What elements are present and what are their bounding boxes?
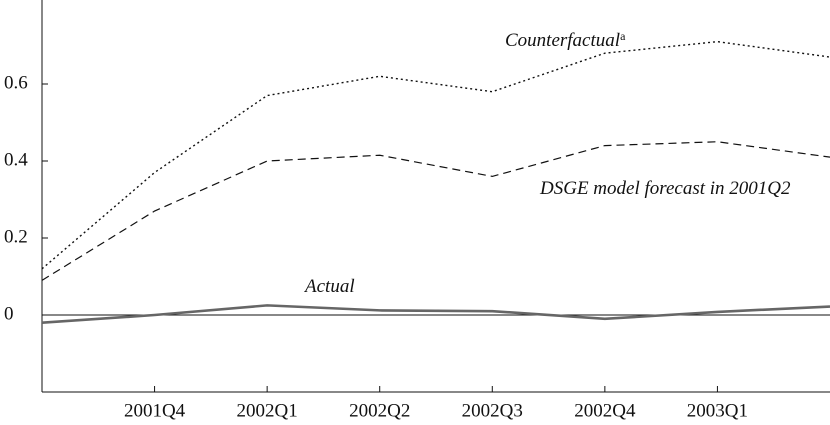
x-tick-label: 2003Q1 [687, 400, 748, 421]
x-tick-label: 2002Q2 [349, 400, 410, 421]
series-name: Actual [303, 276, 355, 297]
y-tick-label: 0 [4, 303, 14, 324]
series-label: Actual [303, 276, 355, 297]
x-tick-label: 2002Q4 [574, 400, 636, 421]
y-tick-label: 0.6 [4, 72, 28, 93]
x-tick-label: 2002Q3 [462, 400, 523, 421]
y-tick-label: 0.4 [4, 149, 28, 170]
x-tick-label: 2002Q1 [237, 400, 298, 421]
line-series [41, 141, 830, 281]
series-name: Counterfactual [505, 30, 620, 51]
series-note: a [620, 29, 626, 43]
series-label: Counterfactuala [505, 29, 626, 52]
y-tick-label: 0.2 [4, 226, 28, 247]
line-series [41, 304, 830, 324]
line-series [41, 40, 830, 270]
x-tick-label: 2001Q4 [124, 400, 186, 421]
series-label: DSGE model forecast in 2001Q2 [539, 178, 791, 199]
series-name: DSGE model forecast in 2001Q2 [539, 178, 791, 199]
